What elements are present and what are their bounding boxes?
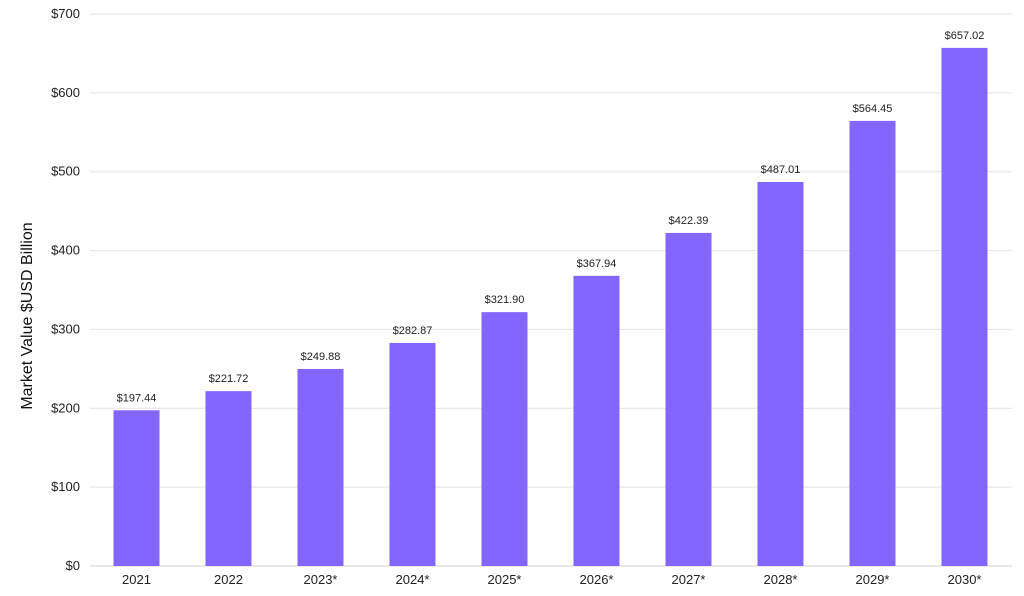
x-tick-label: 2025*	[488, 572, 522, 587]
y-tick-label: $300	[51, 321, 80, 336]
data-label: $197.44	[117, 392, 157, 404]
bar	[113, 410, 160, 566]
y-tick-label: $200	[51, 400, 80, 415]
bars	[113, 47, 988, 566]
data-labels: $197.44 $221.72 $249.88 $282.87 $321.90 $367.…	[117, 30, 985, 404]
data-label: $487.01	[761, 164, 801, 176]
bar	[665, 232, 712, 566]
bar	[481, 312, 528, 566]
data-label: $221.72	[209, 373, 249, 385]
x-tick-label: 2026*	[580, 572, 614, 587]
x-tick-label: 2029*	[856, 572, 890, 587]
bar	[757, 181, 804, 566]
y-tick-label: $600	[51, 85, 80, 100]
y-axis-title: Market Value $USD Billion	[19, 222, 36, 409]
x-tick-label: 2024*	[396, 572, 430, 587]
bar	[849, 120, 896, 566]
bar	[573, 275, 620, 566]
data-label: $564.45	[853, 103, 893, 115]
x-tick-label: 2030*	[948, 572, 982, 587]
bar	[941, 47, 988, 566]
data-label: $422.39	[669, 215, 709, 227]
data-label: $249.88	[301, 351, 341, 363]
bar	[205, 391, 252, 566]
data-label: $321.90	[485, 294, 525, 306]
x-tick-label: 2028*	[764, 572, 798, 587]
y-tick-label: $0	[66, 558, 80, 573]
data-label: $367.94	[577, 258, 617, 270]
y-tick-label: $700	[51, 6, 80, 21]
x-tick-label: 2023*	[304, 572, 338, 587]
x-tick-label: 2027*	[672, 572, 706, 587]
x-tick-label: 2021	[122, 572, 151, 587]
y-tick-label: $500	[51, 164, 80, 179]
y-axis: $0 $100 $200 $300 $400 $500 $600 $700	[51, 6, 80, 573]
bar	[297, 368, 344, 566]
x-tick-label: 2022	[214, 572, 243, 587]
y-tick-label: $400	[51, 243, 80, 258]
bar	[389, 342, 436, 566]
y-tick-label: $100	[51, 479, 80, 494]
data-label: $282.87	[393, 325, 433, 337]
x-axis: 2021 2022 2023* 2024* 2025* 2026* 2027* 2028* 20…	[122, 572, 981, 587]
data-label: $657.02	[945, 30, 985, 42]
